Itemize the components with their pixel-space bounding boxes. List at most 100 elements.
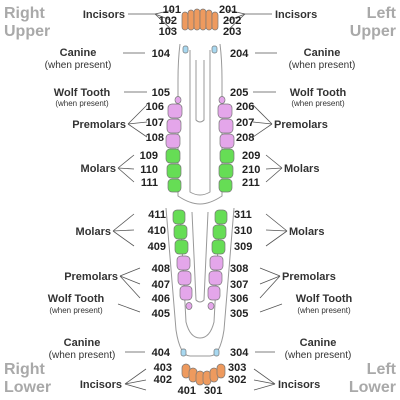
num-209: 209	[242, 150, 260, 162]
lower-incisors	[181, 363, 226, 386]
right-upper-word-upper: Upper	[4, 23, 50, 40]
num-103: 103	[159, 26, 177, 38]
num-407: 407	[152, 279, 170, 291]
num-306: 306	[230, 293, 248, 305]
num-304: 304	[230, 347, 249, 359]
upper-right-cheek-teeth	[165, 96, 183, 193]
tooth-208	[219, 133, 235, 149]
tooth-205	[218, 96, 226, 104]
label-canine-lower-left: Canine	[300, 337, 337, 349]
num-101: 101	[163, 4, 181, 16]
tooth-409	[174, 239, 189, 255]
label-wolf-upper-right: Wolf Tooth	[54, 87, 111, 99]
lower-left-cheek-teeth	[207, 209, 228, 310]
num-401: 401	[178, 385, 196, 397]
num-211: 211	[242, 177, 260, 189]
tooth-106	[167, 103, 183, 119]
num-307: 307	[230, 279, 248, 291]
label-premolars-upper-left: Premolars	[274, 119, 328, 131]
tooth-206	[217, 103, 233, 119]
tooth-203	[211, 11, 219, 31]
tooth-211	[218, 178, 233, 193]
tooth-102	[187, 9, 195, 31]
label-molars-upper-left: Molars	[284, 163, 319, 175]
num-404: 404	[152, 347, 171, 359]
num-108: 108	[146, 132, 164, 144]
leader-lines	[112, 9, 288, 391]
num-102: 102	[159, 15, 177, 27]
num-111: 111	[141, 177, 158, 189]
right-upper-word-right: Right	[4, 5, 46, 22]
num-309: 309	[234, 241, 252, 253]
tooth-305	[207, 302, 215, 310]
label-wolf-upper-left-note: (when present)	[291, 99, 345, 108]
tooth-406	[179, 285, 193, 301]
tooth-109	[165, 148, 181, 164]
tooth-304	[213, 348, 220, 357]
label-molars-lower-right: Molars	[76, 226, 111, 238]
num-411: 411	[148, 209, 166, 221]
num-203: 203	[223, 26, 241, 38]
label-wolf-upper-left: Wolf Tooth	[290, 87, 347, 99]
num-302: 302	[228, 374, 246, 386]
label-premolars-lower-left: Premolars	[282, 271, 336, 283]
tooth-107	[166, 118, 182, 134]
num-208: 208	[236, 132, 254, 144]
num-301: 301	[204, 385, 222, 397]
left-lower-word-left: Left	[367, 361, 397, 378]
num-311: 311	[234, 209, 252, 221]
tooth-307	[208, 270, 223, 286]
label-canine-upper-left: Canine	[304, 47, 341, 59]
left-upper-word-upper: Upper	[350, 23, 396, 40]
num-405: 405	[152, 308, 170, 320]
tooth-407	[177, 270, 192, 286]
tooth-201	[199, 8, 207, 31]
tooth-104	[182, 45, 189, 54]
tooth-309	[211, 239, 226, 255]
num-303: 303	[228, 362, 246, 374]
num-106: 106	[146, 101, 164, 113]
label-premolars-lower-right: Premolars	[64, 271, 118, 283]
tooth-310	[212, 224, 227, 240]
label-canine-lower-right-note: (when present)	[49, 350, 116, 361]
label-molars-lower-left: Molars	[289, 226, 324, 238]
tooth-207	[218, 118, 234, 134]
label-premolars-upper-right: Premolars	[72, 119, 126, 131]
tooth-204	[211, 45, 218, 54]
label-molars-upper-right: Molars	[81, 163, 116, 175]
label-incisors-upper-left: Incisors	[275, 9, 317, 21]
num-210: 210	[242, 164, 260, 176]
tooth-303	[216, 363, 226, 379]
lower-right-cheek-teeth	[172, 209, 193, 310]
label-canine-upper-left-note: (when present)	[289, 60, 356, 71]
num-310: 310	[234, 225, 252, 237]
label-canine-lower-right: Canine	[64, 337, 101, 349]
left-lower-word-lower: Lower	[349, 379, 396, 396]
num-402: 402	[154, 374, 172, 386]
num-110: 110	[140, 164, 158, 176]
tooth-210	[218, 163, 234, 179]
upper-jaw-outline	[177, 43, 223, 205]
label-canine-upper-right-note: (when present)	[45, 60, 112, 71]
num-105: 105	[152, 87, 170, 99]
tooth-108	[165, 133, 181, 149]
tooth-209	[219, 148, 235, 164]
num-201: 201	[219, 4, 237, 16]
tooth-103	[181, 11, 189, 31]
tooth-111	[167, 178, 182, 193]
label-wolf-lower-right: Wolf Tooth	[48, 293, 105, 305]
label-incisors-lower-right: Incisors	[80, 379, 122, 391]
tooth-404	[180, 348, 187, 357]
tooth-410	[173, 224, 188, 240]
num-107: 107	[146, 117, 164, 129]
tooth-110	[166, 163, 182, 179]
num-204: 204	[230, 48, 249, 60]
num-205: 205	[230, 87, 248, 99]
num-406: 406	[152, 293, 170, 305]
right-lower-word-lower: Lower	[4, 379, 51, 396]
tooth-105	[174, 96, 182, 104]
num-308: 308	[230, 263, 248, 275]
num-202: 202	[223, 15, 241, 27]
upper-incisors	[181, 8, 219, 31]
